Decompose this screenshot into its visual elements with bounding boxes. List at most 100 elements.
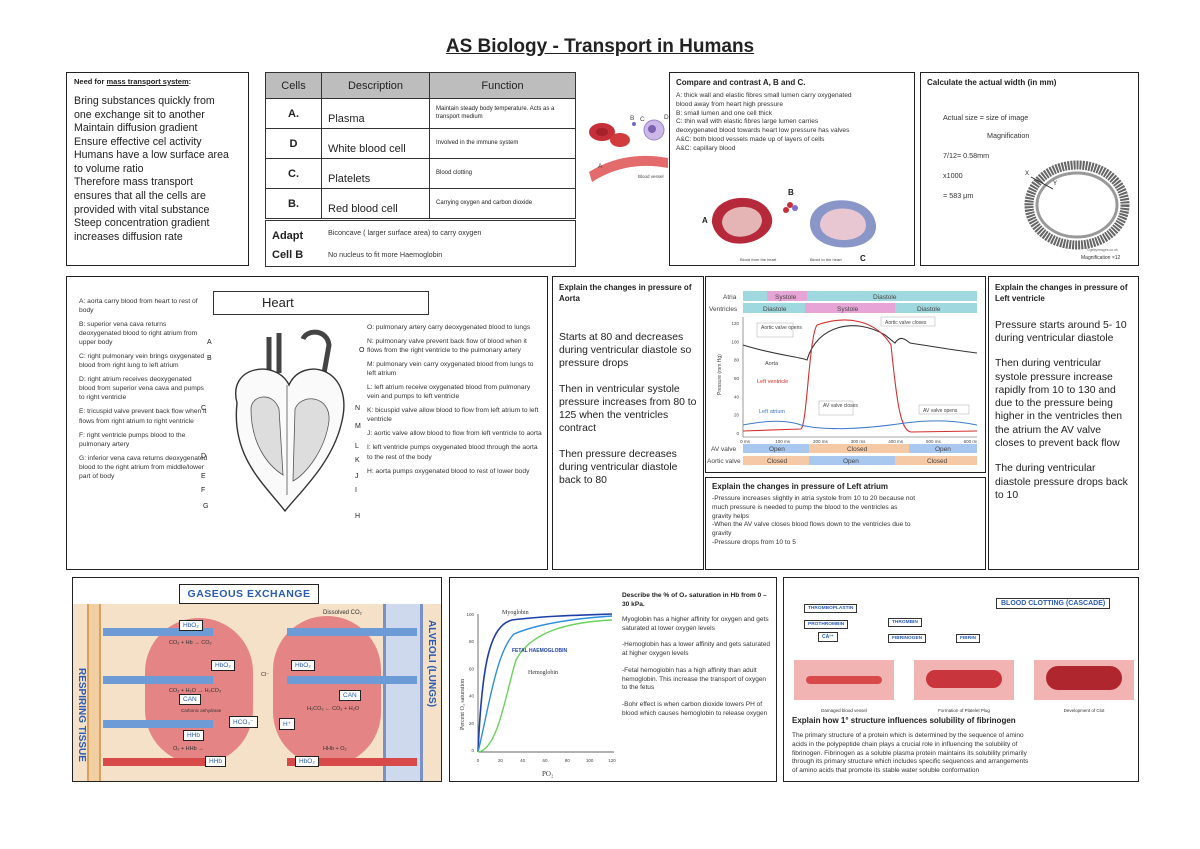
left-ventricle-paragraph: Pressure starts around 5- 10 during vent… [995, 319, 1127, 344]
dissociation-box: 100 80 60 40 20 0 0 20 40 60 80 100 120 Percent O₂ … [449, 577, 777, 782]
aorta-box: Explain the changes in pressure of Aorta… [552, 276, 704, 570]
fetal-label: FETAL HAEMOGLOBIN [512, 648, 567, 654]
mass-transport-list: Bring substances quickly from one exchang… [74, 95, 241, 244]
cycle-xtick: 200 ms [813, 439, 829, 444]
eq-o2-hhb: O₂ + HHb → [173, 746, 204, 752]
diss-xtick: 0 [477, 758, 480, 763]
cell-function: Maintain steady body temperature. Acts a… [429, 98, 576, 129]
stage-2: Formation of Platelet Plug [938, 708, 990, 713]
cell-description: Red blood cell [321, 188, 430, 219]
micrograph-credit: ©gettyimages.co.uk [1087, 248, 1118, 252]
mass-transport-line: Humans have a low surface area [74, 149, 229, 162]
table-row: C. Platelets Blood clotting [265, 158, 576, 189]
diss-xtick: 60 [542, 758, 548, 763]
vessels-image: A B C Blood from the heart Blood to the … [702, 188, 877, 263]
cell-letter: D [265, 128, 322, 159]
ventricle-systole: Systole [837, 306, 859, 313]
left-ventricle-text: Pressure starts around 5- 10 during vent… [995, 319, 1132, 503]
cycle-xtick: 100 ms [775, 439, 791, 444]
left-ventricle-paragraph: Then during ventricular systole pressure… [995, 358, 1123, 450]
heart-note-left: E: tricuspid valve prevent back flow whe… [79, 408, 207, 425]
fibrinogen-line: The primary structure of a protein which… [792, 732, 1024, 739]
heart-note-right: N: pulmonary valve prevent back flow of … [367, 338, 527, 355]
diss-xtick: 20 [498, 758, 504, 763]
myoglobin-label: Myoglobin [502, 610, 529, 616]
from-heart-label: Blood from the heart [740, 257, 777, 262]
mass-transport-line: provided with vital substance [74, 203, 210, 216]
aortic-valve-row: Aortic valve [707, 458, 741, 465]
cell-description: Platelets [321, 158, 430, 189]
heart-label-left: B [207, 355, 212, 362]
label-d: D [664, 114, 669, 121]
label-a: A [598, 163, 603, 170]
mass-transport-line: Steep concentration gradient [74, 217, 210, 230]
dissociation-paragraph: Myoglobin has a higher affinity for oxyg… [622, 615, 769, 632]
hbo2-label-3: HbO₂ [291, 660, 315, 671]
heart-label-left: G [203, 503, 209, 510]
heart-label-right: I [355, 487, 357, 494]
left-atrium-box: Explain the changes in pressure of Left … [705, 477, 986, 570]
width-calc-box: Calculate the actual width (in mm) Actua… [920, 72, 1139, 266]
diss-ytick: 80 [469, 639, 475, 644]
aortic-opens: Aortic valve opens [761, 325, 802, 331]
heart-label-right: O [359, 347, 365, 354]
adaptation-2: No nucleus to fit more Haemoglobin [328, 250, 443, 259]
micrograph-y: Y [1053, 181, 1057, 187]
heart-note-left: G: inferior vena cava returns deoxygenat… [79, 454, 208, 480]
heart-right-notes: O: pulmonary artery carry deoxygenated b… [367, 323, 543, 481]
left-atrium-line: -Pressure increases slightly in atria sy… [712, 494, 916, 502]
dissociation-graph: 100 80 60 40 20 0 0 20 40 60 80 100 120 Percent O₂ … [460, 610, 616, 778]
compare-heading: Compare and contrast A, B and C. [676, 78, 806, 87]
diss-ytick: 20 [469, 721, 475, 726]
mass-transport-line: ensures that all the cells are [74, 189, 206, 202]
fibrinogen-heading: Explain how 1° structure influences solu… [792, 716, 1016, 725]
cycle-ytick: 80 [734, 358, 740, 363]
heart-note-right: I: left ventricle pumps oxygenated blood… [367, 444, 538, 461]
aorta-text: Starts at 80 and decreases during ventri… [559, 331, 697, 488]
heart-box: Heart A: aorta carry blood from heart to… [66, 276, 548, 570]
clotting-step: THROMBIN [888, 618, 922, 627]
diss-ylabel: Percent O₂ saturation [460, 679, 466, 730]
graph-ventricles: Ventricles [709, 306, 738, 313]
heart-label-left: F [201, 487, 206, 494]
label-c: C [640, 116, 645, 123]
cycle-xtick: 300 ms [851, 439, 867, 444]
clotting-step: FIBRIN [956, 634, 980, 643]
vessel-label-a: A [702, 216, 708, 225]
blood-cells-table: Cells Description Function A. Plasma Maint… [265, 72, 576, 219]
heart-label-left: C [201, 405, 207, 412]
heart-note-left: F: right ventricle pumps blood to the pu… [79, 431, 186, 448]
cycle-xtick: 600 ms [964, 439, 977, 444]
diss-ytick: 60 [469, 666, 475, 671]
cell-function: Involved in the immune system [429, 128, 576, 159]
heart-note-right: M: pulmonary vein carry oxygenated blood… [367, 361, 534, 378]
heart-label-left: D [201, 453, 207, 460]
compare-line: deoxygenated blood towards heart low pre… [676, 127, 850, 135]
left-atrium-text: -Pressure increases slightly in atria sy… [712, 495, 979, 548]
page-title: AS Biology - Transport in Humans [445, 36, 755, 57]
calc-line-2: Magnification [987, 131, 1030, 140]
mass-transport-line: increases diffusion rate [74, 230, 183, 243]
dissolved-co2: Dissolved CO₂ [323, 610, 363, 616]
compare-line: A: thick wall and elastic fibres small l… [676, 91, 852, 99]
hbo2-label-1: HbO₂ [179, 620, 203, 631]
alveoli-label: ALVEOLI (LUNGS) [426, 620, 437, 708]
compare-line: A&C: capillary blood [676, 145, 736, 153]
vessel-label-c: C [860, 254, 866, 263]
graph-atria: Atria [723, 294, 737, 301]
diss-xtick: 40 [520, 758, 526, 763]
cycle-ytick: 60 [734, 376, 740, 381]
gas-exchange-box: GASEOUS EXCHANGE RESPIRING TISSUE ALVEOL… [72, 577, 442, 782]
clotting-step: THROMBOPLASTIN [804, 604, 858, 613]
cell-function: Blood clotting [429, 158, 576, 189]
table-row: A. Plasma Maintain steady body temperature… [265, 98, 576, 129]
heart-diagram [234, 329, 345, 513]
eq-co2-h2o: CO₂ + H₂O → H₂CO₃ [169, 688, 222, 694]
width-calc-heading: Calculate the actual width (in mm) [927, 78, 1057, 87]
av-closed: Closed [847, 446, 868, 453]
diss-xtick: 100 [586, 758, 594, 763]
heart-label-left: A [207, 339, 212, 346]
mass-transport-line: Ensure effective cel activity [74, 135, 202, 148]
cycle-ytick: 20 [734, 413, 740, 418]
aortic-open: Open [843, 458, 859, 465]
